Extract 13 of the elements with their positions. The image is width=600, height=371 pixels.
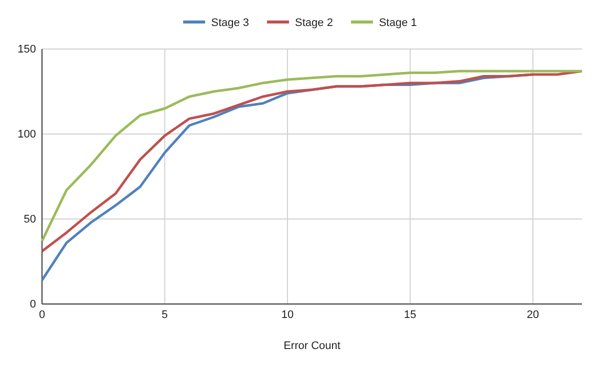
y-tick-label: 50 [24, 214, 36, 226]
y-tick-label: 100 [18, 128, 36, 141]
x-tick-label: 20 [526, 308, 540, 321]
x-tick-label: 10 [281, 308, 294, 321]
y-tick-label: 0 [30, 298, 36, 311]
x-axis-title: Error Count [284, 340, 340, 352]
legend-label: Stage 1 [378, 17, 417, 29]
y-tick-label: 150 [18, 44, 36, 56]
x-tick-label: 0 [38, 308, 46, 321]
x-tick-label: 15 [404, 308, 416, 321]
x-tick-label: 5 [162, 308, 168, 321]
legend-label: Stage 2 [295, 17, 333, 29]
legend-label: Stage 3 [211, 17, 250, 29]
